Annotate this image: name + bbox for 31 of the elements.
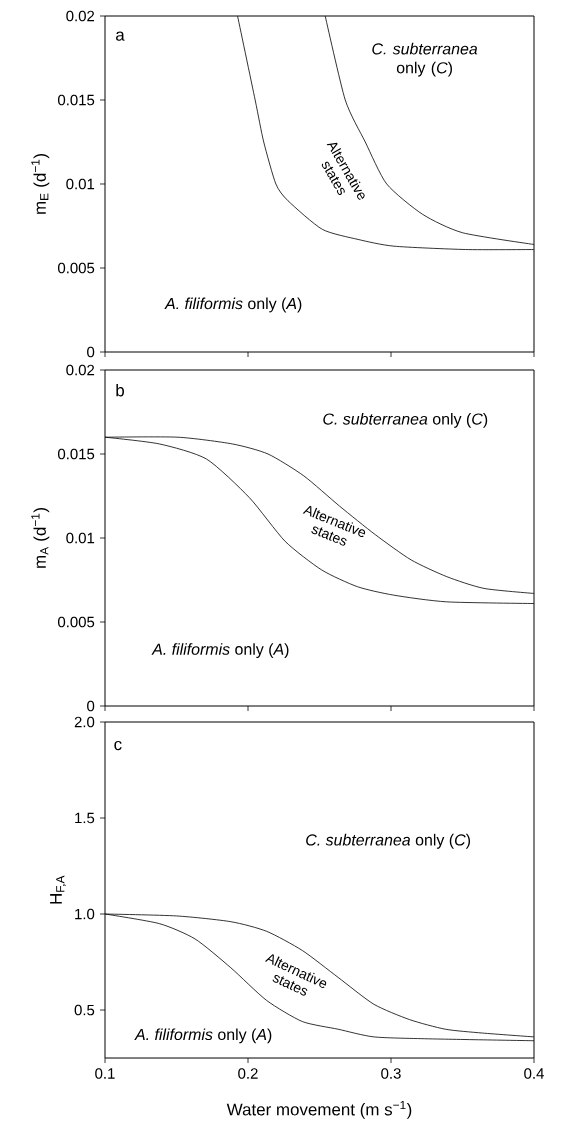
annotation: a: [116, 31, 125, 41]
annotation: C. subterranea only (C): [306, 833, 471, 849]
y-tick-label: 1.0: [75, 908, 95, 920]
y-tick-label: 0.015: [58, 94, 95, 106]
annotation: b: [116, 383, 125, 397]
annotation: c: [114, 740, 122, 751]
y-tick-label: 0.02: [66, 364, 95, 376]
y-axis-title: m$_{A}$ (d$^{−1}$): [31, 508, 50, 568]
y-tick-label: 1.5: [75, 812, 95, 824]
y-tick-label: 0.01: [66, 178, 95, 190]
y-tick-label: 0: [87, 700, 95, 712]
annotation: A. filiformis only (A): [164, 297, 302, 313]
y-tick-label: 0.005: [58, 616, 95, 628]
y-tick-label: 0: [87, 346, 95, 358]
y-axis-title: H$_{F,A}$: [50, 875, 66, 904]
annotation: A. filiformis only (A): [134, 1028, 272, 1044]
annotation: C. subterranea only (C): [323, 412, 488, 428]
x-tick-label: 0.1: [95, 1068, 115, 1079]
y-tick-label: 0.5: [74, 1004, 95, 1016]
x-tick-label: 0.2: [238, 1068, 258, 1079]
annotation: C. subterranea only (C): [372, 42, 478, 77]
y-tick-label: 0.015: [58, 448, 95, 460]
y-axis-title: m$_{E}$ (d$^{−1}$): [31, 154, 50, 214]
y-tick-label: 0.01: [66, 532, 95, 544]
y-tick-label: 0.005: [58, 262, 95, 274]
y-tick-label: 0.02: [66, 10, 95, 22]
x-tick-label: 0.3: [381, 1068, 401, 1079]
annotation: A. filiformis only (A): [151, 643, 289, 658]
x-axis-title: Water movement (m s$^{−1}$): [226, 1100, 412, 1119]
y-tick-label: 2.0: [74, 716, 95, 728]
x-tick-label: 0.4: [524, 1068, 544, 1079]
